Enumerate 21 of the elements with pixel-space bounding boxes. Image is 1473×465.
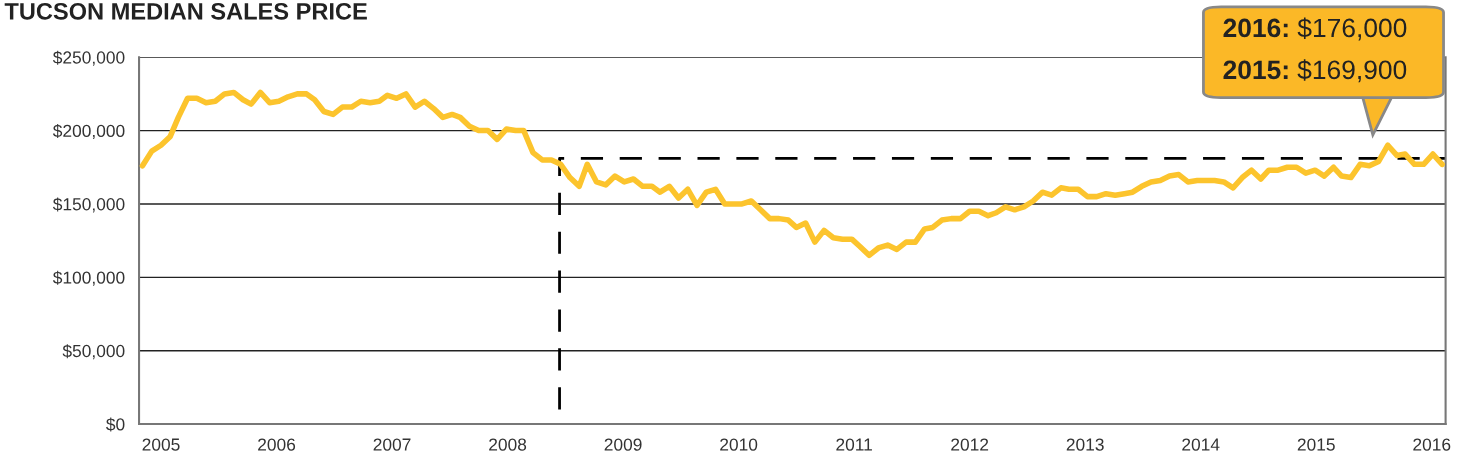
x-tick-label: 2006	[258, 438, 296, 451]
annotation: 2015: $169,900	[1223, 59, 1407, 83]
x-tick-label: 2008	[489, 438, 527, 451]
x-tick-label: 2007	[373, 438, 411, 451]
x-tick-label: 2015	[1297, 438, 1335, 451]
x-tick-label: 2009	[604, 438, 642, 451]
y-tick-label: $50,000	[62, 344, 125, 360]
x-tick-label: 2016	[1413, 438, 1451, 451]
x-tick-label: 2005	[142, 438, 180, 451]
x-tick-label: 2010	[720, 438, 758, 451]
text: 2016: $176,000	[1223, 17, 1407, 41]
x-tick-label: 2011	[836, 438, 872, 451]
y-tick-label: $150,000	[52, 197, 125, 213]
chart-title: TUCSON MEDIAN SALES PRICE	[4, 2, 367, 20]
y-tick-label: $250,000	[52, 50, 125, 66]
x-tick-label: 2014	[1182, 438, 1220, 451]
x-tick-label: 2012	[951, 438, 989, 451]
y-tick-label: $100,000	[52, 270, 125, 286]
x-tick-label: 2013	[1066, 438, 1104, 451]
y-tick-label: $0	[106, 417, 125, 432]
y-tick-label: $200,000	[52, 124, 125, 140]
